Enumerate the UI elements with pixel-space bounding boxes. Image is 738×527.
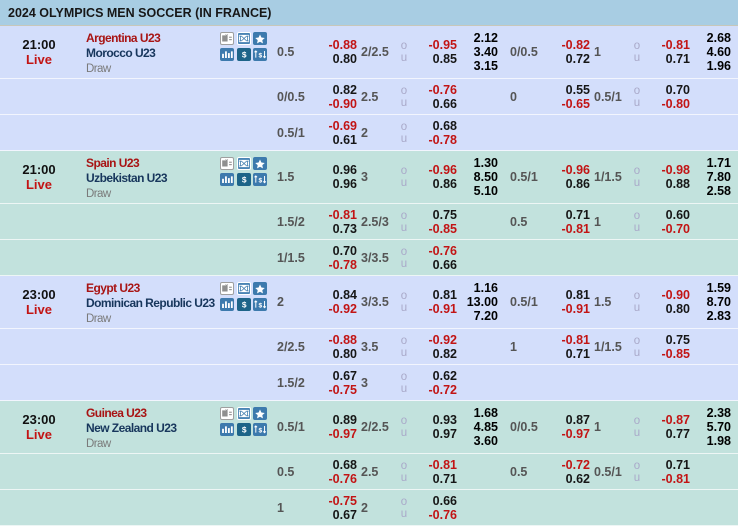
svg-text:$: $ <box>241 424 246 434</box>
svg-text:$: $ <box>258 176 262 184</box>
svg-text:$: $ <box>241 299 246 309</box>
svg-text:$: $ <box>241 49 246 59</box>
svg-text:$: $ <box>258 301 262 309</box>
svg-text:$: $ <box>258 51 262 59</box>
svg-text:$: $ <box>241 174 246 184</box>
svg-text:$: $ <box>258 426 262 434</box>
